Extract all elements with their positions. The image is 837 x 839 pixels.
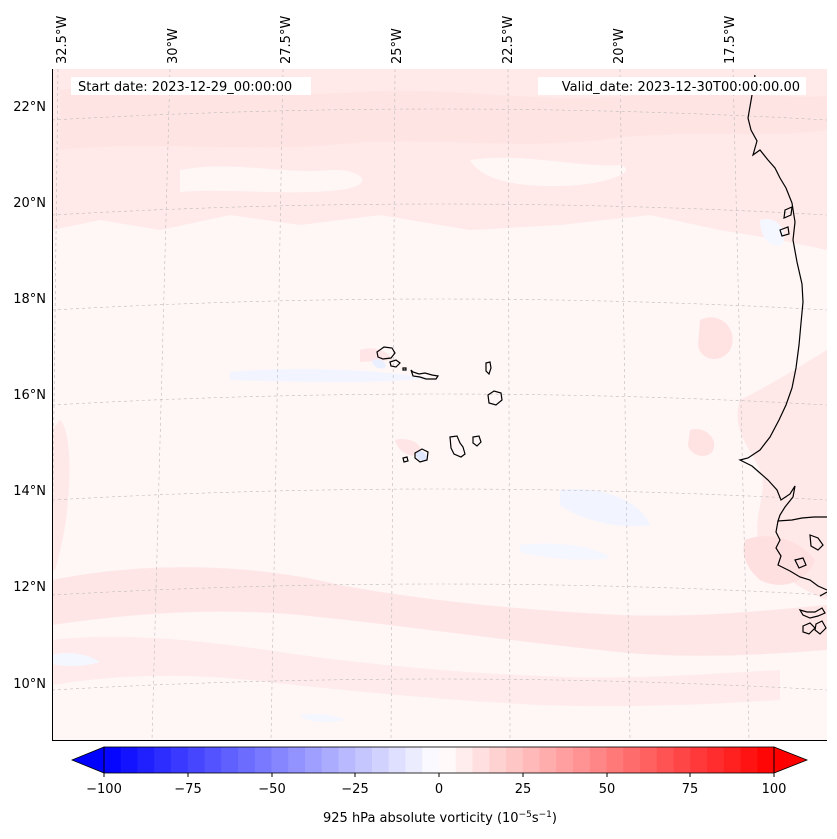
- colorbar-bin: [489, 747, 507, 773]
- colorbar-tick-labels: −100 −75 −50 −25 0 25 50 75 100: [86, 782, 786, 797]
- valid-date-box: [538, 77, 806, 95]
- colorbar-bin: [338, 747, 356, 773]
- african-coastline: [738, 74, 827, 635]
- island-santiago: [449, 435, 466, 458]
- colorbar-bin: [757, 747, 775, 773]
- colorbar-tick-label: 25: [515, 782, 532, 797]
- colorbar-tick-label: 75: [682, 782, 699, 797]
- colorbar-bin: [673, 747, 691, 773]
- colorbar-bin: [556, 747, 574, 773]
- colorbar-tick-label: 0: [435, 782, 443, 797]
- colorbar-bin: [187, 747, 205, 773]
- colorbar-tick-label: −25: [341, 782, 368, 797]
- graticule: [52, 69, 827, 740]
- colorbar-tick-label: −100: [86, 782, 122, 797]
- vorticity-field: [52, 69, 827, 723]
- colorbar-bin: [405, 747, 423, 773]
- lat-label: 18°N: [13, 292, 46, 307]
- colorbar-bin: [204, 747, 222, 773]
- colorbar-bin: [120, 747, 138, 773]
- colorbar-bin: [455, 747, 473, 773]
- colorbar-bins: [104, 747, 775, 773]
- lat-label: 14°N: [13, 484, 46, 499]
- lon-label: 22.5°W: [501, 16, 516, 64]
- lon-label: 27.5°W: [279, 16, 294, 64]
- colorbar-bin: [355, 747, 373, 773]
- colorbar-bin: [439, 747, 457, 773]
- colorbar-tick-label: 50: [599, 782, 616, 797]
- colorbar: −100 −75 −50 −25 0 25 50 75 100 925 hPa …: [70, 746, 809, 826]
- colorbar-title: 925 hPa absolute vorticity (10−5s−1): [323, 810, 557, 826]
- island-santo-antao: [376, 346, 396, 360]
- colorbar-bin: [740, 747, 758, 773]
- colorbar-bin: [522, 747, 540, 773]
- colorbar-bin: [506, 747, 524, 773]
- island-brava: [402, 456, 409, 463]
- colorbar-bin: [573, 747, 591, 773]
- lat-label: 16°N: [13, 388, 46, 403]
- start-date-label: Start date: 2023-12-29_00:00:00: [78, 80, 292, 95]
- colorbar-bin: [690, 747, 708, 773]
- colorbar-max-extend-arrow: [773, 746, 809, 774]
- colorbar-bin: [137, 747, 155, 773]
- colorbar-bin: [539, 747, 557, 773]
- island-sao-nicolau: [410, 369, 440, 380]
- lat-label: 22°N: [13, 100, 46, 115]
- colorbar-bin: [288, 747, 306, 773]
- colorbar-ticks: [103, 773, 775, 777]
- island-sal: [485, 361, 492, 376]
- island-sao-vicente: [389, 359, 401, 368]
- colorbar-bin: [707, 747, 725, 773]
- colorbar-bin: [472, 747, 490, 773]
- start-date-box: [71, 77, 311, 95]
- colorbar-bin: [104, 747, 122, 773]
- colorbar-bin: [254, 747, 272, 773]
- longitude-labels: 32.5°W 30°W 27.5°W 25°W 22.5°W 20°W 17.5…: [55, 16, 738, 64]
- island-fogo: [414, 448, 429, 463]
- colorbar-bin: [656, 747, 674, 773]
- colorbar-bin: [422, 747, 440, 773]
- colorbar-bin: [606, 747, 624, 773]
- cape-verde-islands: [376, 346, 503, 463]
- island-maio: [472, 435, 482, 447]
- colorbar-bin: [372, 747, 390, 773]
- map-panel: Start date: 2023-12-29_00:00:00 Valid_da…: [52, 69, 827, 741]
- lon-label: 17.5°W: [723, 16, 738, 64]
- lon-label: 20°W: [612, 28, 627, 64]
- lat-label: 10°N: [13, 677, 46, 692]
- colorbar-bin: [171, 747, 189, 773]
- colorbar-min-extend-arrow: [70, 746, 105, 774]
- colorbar-bin: [238, 747, 256, 773]
- lon-label: 25°W: [390, 28, 405, 64]
- colorbar-bin: [589, 747, 607, 773]
- colorbar-bin: [388, 747, 406, 773]
- colorbar-bin: [640, 747, 658, 773]
- lat-label: 20°N: [13, 196, 46, 211]
- colorbar-bin: [305, 747, 323, 773]
- valid-date-label: Valid_date: 2023-12-30T00:00:00.00: [562, 80, 800, 95]
- lat-label: 12°N: [13, 580, 46, 595]
- colorbar-tick-label: 100: [762, 782, 787, 797]
- colorbar-bin: [154, 747, 172, 773]
- latitude-labels: 22°N 20°N 18°N 16°N 14°N 12°N 10°N: [13, 100, 46, 692]
- colorbar-bin: [623, 747, 641, 773]
- colorbar-bin: [221, 747, 239, 773]
- island-santa-luzia: [402, 367, 407, 371]
- colorbar-bin: [271, 747, 289, 773]
- lon-label: 32.5°W: [55, 16, 70, 64]
- island-boa-vista: [487, 390, 503, 406]
- colorbar-bin: [321, 747, 339, 773]
- colorbar-tick-label: −50: [258, 782, 285, 797]
- lon-label: 30°W: [166, 28, 181, 64]
- colorbar-bin: [723, 747, 741, 773]
- colorbar-tick-label: −75: [174, 782, 201, 797]
